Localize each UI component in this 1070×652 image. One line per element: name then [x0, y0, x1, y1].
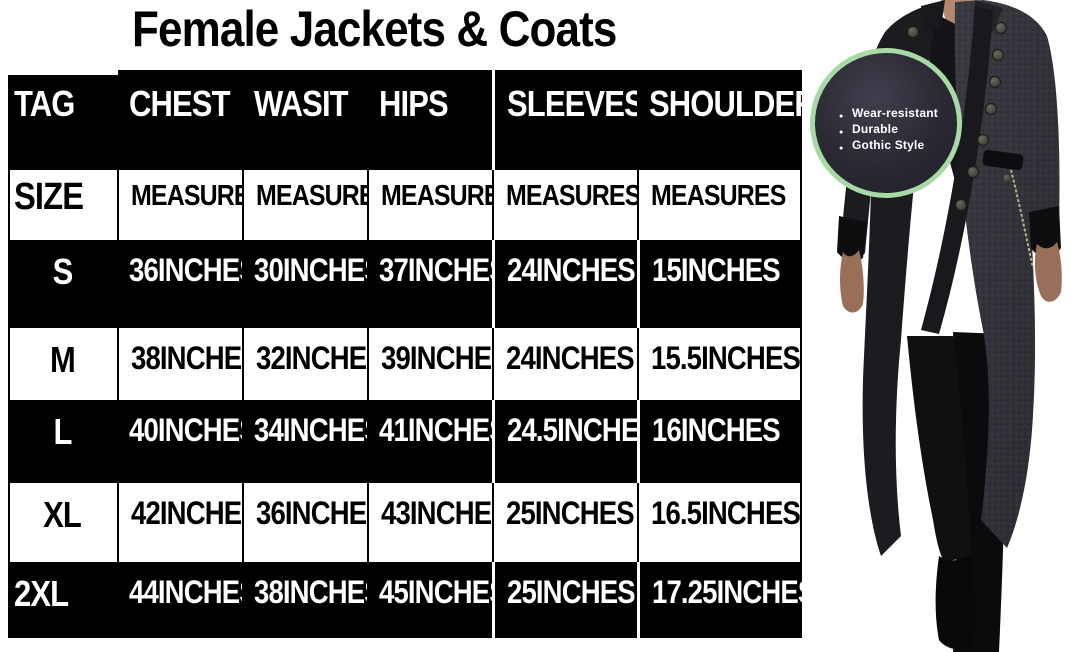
table-row-xl: XL 42INCHES 36INCHES 43INCHES 25INCHES 1… — [8, 483, 802, 562]
feature-item: Durable — [839, 121, 938, 141]
model-right-hand — [1034, 242, 1062, 302]
header-cell-shoulders: SHOULDERS — [649, 83, 802, 124]
subheader-cell-size: SIZE — [14, 176, 84, 218]
hips-value-cell: 37INCHES — [379, 252, 492, 288]
shoulders-value-cell: 16.5INCHES — [637, 483, 802, 562]
subheader-cell-measures: MEASURES — [117, 170, 242, 240]
header-cell-sleeves: SLEEVES — [492, 70, 637, 170]
size-tag-cell: M — [50, 339, 76, 380]
wasit-value-cell: 34INCHES — [254, 412, 367, 448]
hips-value-cell: 43INCHES — [367, 483, 492, 562]
header-step-decoration — [8, 70, 118, 75]
shoulders-value-cell: 15.5INCHES — [637, 328, 802, 400]
subheader-cell-measures: MEASURES — [242, 170, 367, 240]
table-row-m: M 38INCHES 32INCHES 39INCHES 24INCHES 15… — [8, 328, 802, 400]
size-tag-cell: S — [52, 251, 74, 292]
ankle-boot — [935, 554, 976, 650]
table-row-l: L 40INCHES 34INCHES 41INCHES 24.5INCHES … — [8, 400, 802, 483]
cuff-right — [1029, 206, 1061, 257]
header-cell-chest: CHEST — [129, 83, 230, 124]
wasit-value-cell: 32INCHES — [242, 328, 367, 400]
sleeves-value-cell: 24.5INCHES — [492, 400, 637, 483]
hips-value-cell: 41INCHES — [379, 412, 492, 448]
subheader-cell-measures: MEASURES — [492, 170, 637, 240]
wasit-value-cell: 30INCHES — [254, 252, 367, 288]
sleeves-value-cell: 25INCHES — [492, 483, 637, 562]
jacket-placket — [921, 6, 993, 334]
subheader-cell-measures: MEASURES — [637, 170, 802, 240]
size-tag-cell: L — [53, 411, 72, 452]
chest-value-cell: 40INCHES — [129, 412, 242, 448]
zipper-line — [1010, 169, 1034, 269]
table-row-2xl: 2XL 44INCHES 38INCHES 45INCHES 25INCHES … — [8, 562, 802, 638]
collar-left — [921, 0, 945, 32]
table-header-row: TAG CHEST WASIT HIPS SLEEVES SHOULDERS — [8, 70, 802, 170]
wasit-value-cell: 36INCHES — [242, 483, 367, 562]
feature-list: Wear-resistant Durable Gothic Style — [839, 105, 938, 157]
chest-value-cell: 36INCHES — [129, 252, 242, 288]
cuff-left — [837, 216, 867, 262]
chest-value-cell: 44INCHES — [129, 574, 242, 610]
header-cell-hips: HIPS — [379, 83, 449, 124]
sleeves-value-cell: 24INCHES — [492, 240, 637, 328]
feature-text: Wear-resistant — [852, 106, 938, 120]
table-subheader-row: SIZE MEASURES MEASURES MEASURES MEASURES… — [8, 170, 802, 240]
shoulders-value-cell: 15INCHES — [637, 240, 802, 328]
chest-value-cell: 38INCHES — [117, 328, 242, 400]
feature-text: Gothic Style — [852, 138, 925, 152]
wasit-value-cell: 38INCHES — [254, 574, 367, 610]
size-table: TAG CHEST WASIT HIPS SLEEVES SHOULDERS S… — [8, 70, 802, 638]
size-tag-cell: XL — [43, 494, 83, 535]
model-front-leg — [907, 336, 971, 562]
size-tag-cell: 2XL — [14, 573, 69, 614]
page-title: Female Jackets & Coats — [131, 1, 617, 57]
feature-text: Durable — [852, 122, 899, 136]
pocket-button-icon — [1003, 174, 1011, 182]
table-row-s: S 36INCHES 30INCHES 37INCHES 24INCHES 15… — [8, 240, 802, 328]
shoulders-value-cell: 17.25INCHES — [637, 562, 802, 638]
features-badge: Wear-resistant Durable Gothic Style — [810, 48, 962, 198]
model-left-hand — [840, 250, 864, 313]
sleeves-value-cell: 25INCHES — [492, 562, 637, 638]
header-cell-wasit: WASIT — [254, 83, 349, 124]
subheader-cell-measures: MEASURES — [367, 170, 492, 240]
feature-item: Gothic Style — [839, 137, 938, 157]
sleeves-value-cell: 24INCHES — [492, 328, 637, 400]
shoulders-value-cell: 16INCHES — [637, 400, 802, 483]
hips-value-cell: 39INCHES — [367, 328, 492, 400]
feature-item: Wear-resistant — [839, 105, 938, 125]
header-cell-tag: TAG — [14, 83, 75, 124]
hips-value-cell: 45INCHES — [379, 574, 492, 610]
chest-value-cell: 42INCHES — [117, 483, 242, 562]
pocket-flap — [982, 149, 1024, 171]
